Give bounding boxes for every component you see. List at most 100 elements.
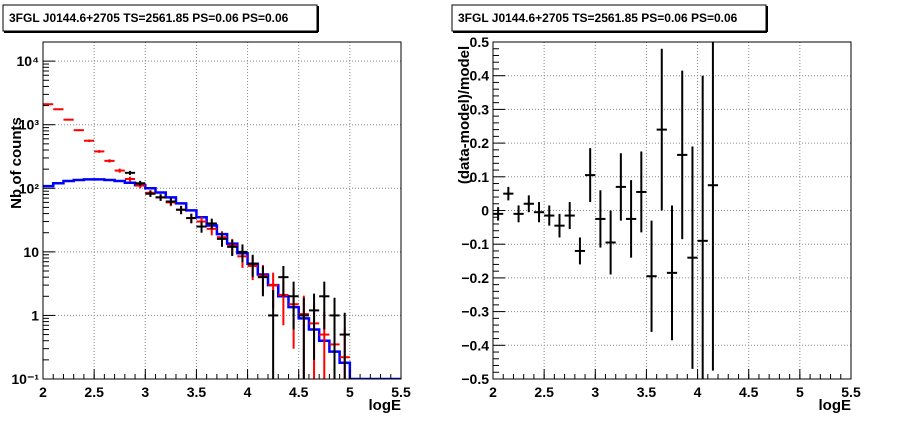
data-point [319,281,330,330]
y-tick-label: 0.1 [470,169,490,185]
right-ticks: 2 2.5 3 3.5 4 4.5 5 5.5 −0.5 −0.4 −0.3 −0.2 −0.1 0 0.1… [461,34,861,400]
data-point [687,146,698,369]
data-point [574,237,586,265]
data-point [63,118,74,121]
right-panel: 2 2.5 3 3.5 4 4.5 5 5.5 −0.5 −0.4 −0.3 −0.2 −0.1 0 0.1… [451,4,861,414]
data-point [83,139,95,142]
x-tick-label: 3 [591,384,599,400]
y-tick-label: −0.5 [461,371,489,387]
left-x-axis-label: logE [369,397,402,414]
data-point [165,198,176,206]
data-point [533,202,545,223]
data-point [339,312,350,379]
data-point [595,190,606,248]
data-point [646,220,657,332]
data-point [94,150,105,153]
data-point [278,265,289,297]
x-tick-label: 5 [346,384,354,400]
right-series [493,42,719,379]
data-point [114,168,125,173]
data-point [666,205,678,341]
x-tick-label: 4 [694,384,702,400]
x-tick-label: 2 [489,384,497,400]
right-chart-title: 3FGL J0144.6+2705 TS=2561.85 PS=0.06 PS=… [458,11,738,25]
data-point [257,265,269,297]
left-series [43,103,401,379]
data-point [329,297,340,379]
x-tick-label: 5 [796,384,804,400]
left-grid [42,42,402,380]
data-point [247,254,258,278]
left-chart-title: 3FGL J0144.6+2705 TS=2561.85 PS=0.06 PS=… [9,11,289,25]
y-tick-label: 1 [31,307,39,323]
data-point [493,207,504,221]
data-point [288,281,299,330]
data-point [585,148,596,203]
data-point [268,290,279,379]
data-point [615,153,626,221]
data-point [104,159,115,163]
left-ticks: 2 2.5 3 3.5 4 4.5 5 5.5 10⁻¹ 1 10 10² 10³ 10⁴ [11,41,411,400]
data-point [155,194,166,201]
data-point [697,75,708,379]
data-point [677,70,688,240]
x-tick-label: 5.5 [391,384,411,400]
data-point [554,213,565,238]
data-point [186,213,197,224]
y-tick-label: 10 [23,244,39,260]
data-point [625,180,637,258]
data-point [656,48,667,211]
y-tick-label: −0.2 [461,270,489,286]
data-point [237,244,248,263]
data-point [196,221,207,233]
data-point [175,205,187,215]
x-tick-label: 4 [244,384,252,400]
data-point [707,42,719,371]
y-tick-label: 10³ [19,117,40,133]
data-point [124,170,136,175]
left-y-axis-label: Nb of counts [8,117,25,209]
data-point [544,205,555,226]
left-frame [42,41,402,380]
data-point [216,232,228,247]
data-point [503,186,514,201]
data-point [53,108,64,111]
data-point [124,176,136,182]
y-tick-label: 0.4 [470,68,490,84]
x-tick-label: 2 [39,384,47,400]
data-point [227,239,238,257]
data-point [308,293,320,360]
y-tick-label: 0.3 [470,101,490,117]
x-tick-label: 3.5 [187,384,207,400]
data-point [135,180,146,186]
y-tick-label: 10² [19,180,40,196]
data-point [636,151,647,233]
y-tick-label: 0.2 [470,135,490,151]
right-y-axis-label: (data-model)/model [456,46,473,184]
data-point [298,297,309,379]
model-histogram-line [43,178,401,379]
data-point [523,195,534,213]
x-tick-label: 3 [141,384,149,400]
x-tick-label: 3.5 [637,384,657,400]
x-tick-label: 5.5 [841,384,861,400]
y-tick-label: 10⁻¹ [11,371,39,387]
right-title-box: 3FGL J0144.6+2705 TS=2561.85 PS=0.06 PS=… [451,4,768,33]
x-tick-label: 4.5 [739,384,759,400]
y-tick-label: −0.3 [461,304,489,320]
x-tick-label: 2.5 [84,384,104,400]
y-tick-label: 10⁴ [17,53,40,69]
y-tick-label: −0.4 [461,337,489,353]
y-tick-label: 0 [481,203,489,219]
x-tick-label: 4.5 [289,384,309,400]
data-point [605,210,616,275]
y-tick-label: 0.5 [470,34,490,50]
left-panel: 2 2.5 3 3.5 4 4.5 5 5.5 10⁻¹ 1 10 10² 10³ 10⁴ 3FGL J0… [2,4,411,414]
data-point [513,205,524,223]
data-point [206,218,217,230]
left-title-box: 3FGL J0144.6+2705 TS=2561.85 PS=0.06 PS=… [2,4,319,33]
right-x-axis-label: logE [819,397,852,414]
data-point [564,202,575,230]
